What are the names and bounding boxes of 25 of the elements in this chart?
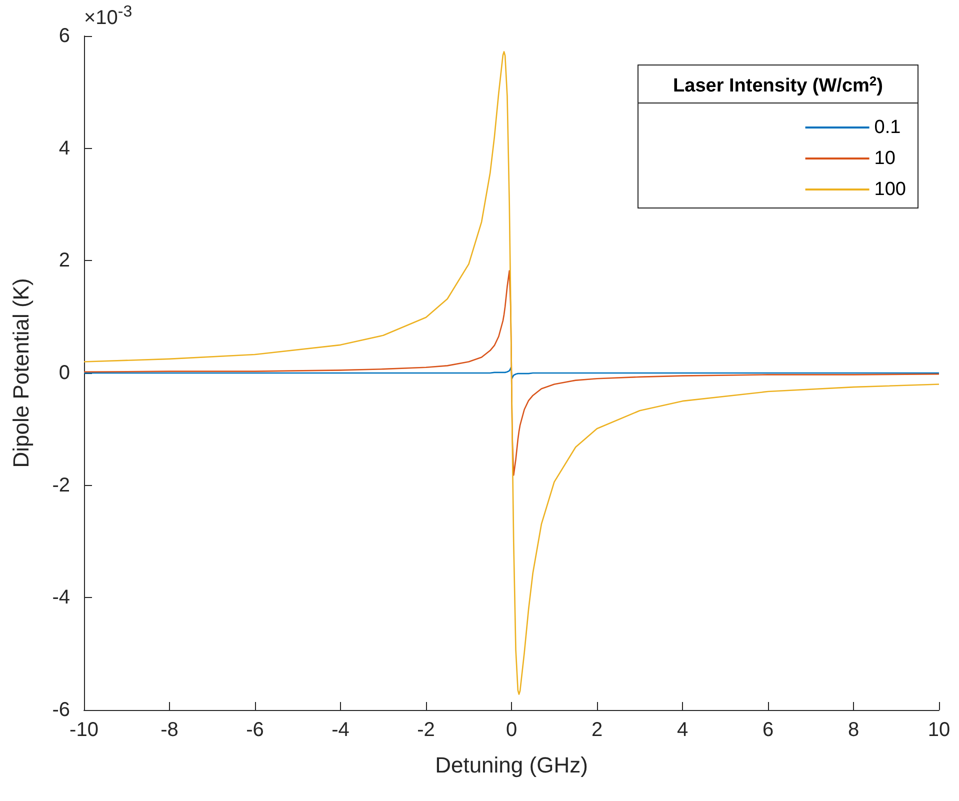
legend-label: 0.1 — [874, 117, 901, 138]
y-tick-label: -6 — [52, 699, 70, 721]
x-tick-label: -6 — [246, 719, 264, 741]
line-series — [83, 366, 940, 380]
x-tick-label: 4 — [676, 719, 688, 741]
line-series — [83, 51, 940, 695]
y-tick-label: -2 — [52, 474, 70, 496]
x-axis-title: Detuning (GHz) — [435, 752, 588, 778]
x-tick-label: 10 — [928, 719, 950, 741]
x-tick-label: -10 — [70, 719, 98, 741]
y-tick-label: 2 — [58, 250, 70, 272]
legend-label: 10 — [874, 148, 896, 169]
x-tick-label: -2 — [417, 719, 435, 741]
x-tick-label: -4 — [332, 719, 350, 741]
x-tick-label: 0 — [506, 719, 518, 741]
y-tick-label: 4 — [58, 137, 70, 160]
y-tick-label: 6 — [58, 25, 70, 47]
legend-label: 100 — [874, 179, 906, 200]
x-tick-label: -8 — [160, 719, 178, 741]
x-tick-label: 2 — [591, 719, 603, 741]
y-axis-title: Dipole Potential (K) — [8, 278, 34, 468]
x-tick-label: 6 — [762, 719, 774, 741]
y-tick-label: 0 — [58, 362, 70, 384]
x-tick-label: 8 — [848, 719, 860, 741]
y-tick-label: -4 — [52, 586, 70, 609]
